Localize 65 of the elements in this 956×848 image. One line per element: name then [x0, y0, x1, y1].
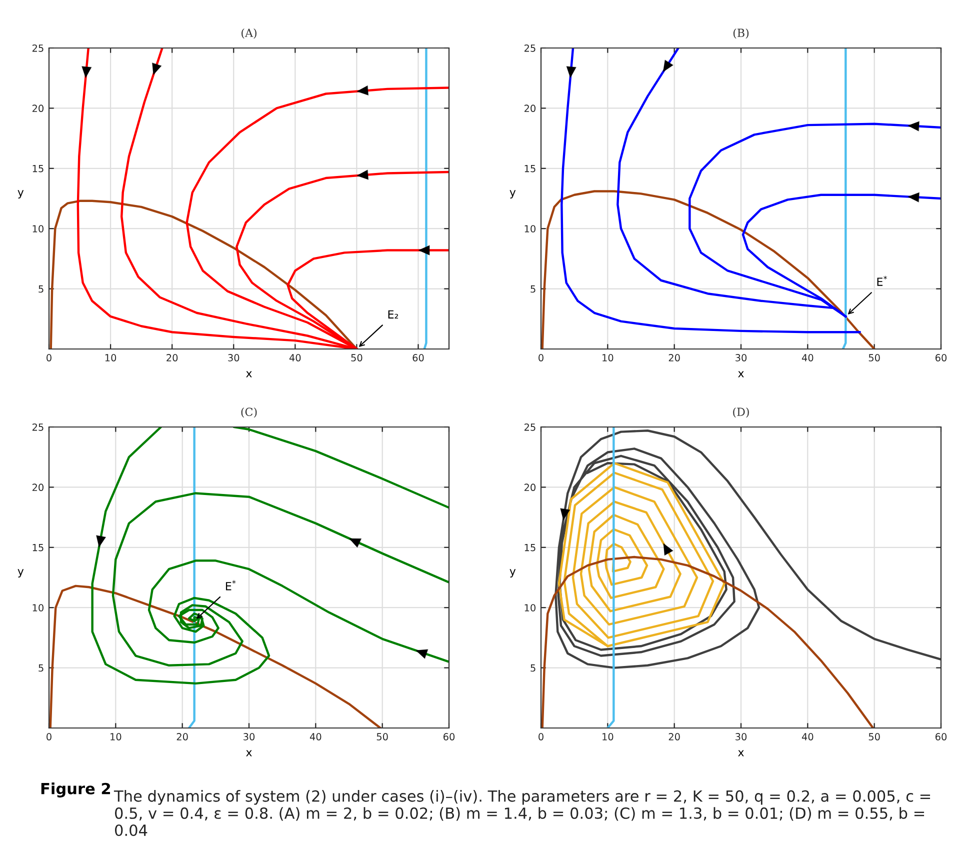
y-axis-title: y: [510, 190, 516, 198]
x-tick-label: 30: [736, 354, 747, 362]
x-axis-title: x: [246, 371, 252, 378]
x-tick-label: 10: [110, 733, 122, 740]
y-tick-label: 25: [32, 423, 44, 431]
y-tick-label: 15: [524, 165, 536, 172]
y-tick-label: 20: [32, 484, 44, 492]
x-tick-label: 60: [935, 733, 947, 740]
x-tick-label: 20: [668, 733, 680, 740]
chart-title: (B): [733, 28, 749, 39]
y-tick-label: 10: [32, 225, 44, 232]
x-tick-label: 30: [244, 733, 255, 740]
y-axis-title: y: [18, 190, 24, 198]
y-axis-title: y: [510, 569, 516, 578]
x-axis-title: x: [738, 371, 744, 378]
x-tick-label: 0: [46, 354, 52, 362]
y-tick-label: 10: [32, 604, 44, 612]
y-tick-label: 25: [32, 44, 44, 52]
x-tick-label: 30: [736, 733, 747, 740]
y-axis-title: y: [18, 569, 24, 578]
x-tick-label: 0: [538, 354, 544, 362]
y-tick-label: 20: [524, 484, 536, 492]
y-tick-label: 5: [38, 664, 44, 672]
y-tick-label: 5: [38, 285, 44, 293]
x-tick-label: 20: [166, 354, 178, 362]
chart-title: (A): [242, 28, 256, 39]
y-tick-label: 5: [530, 285, 536, 293]
y-tick-label: 15: [32, 544, 44, 552]
x-tick-label: 30: [228, 354, 240, 362]
x-tick-label: 0: [538, 733, 544, 740]
x-tick-label: 50: [868, 354, 880, 362]
x-axis-title: x: [246, 750, 252, 756]
x-tick-label: 60: [412, 354, 424, 362]
x-tick-label: 10: [602, 733, 614, 740]
x-tick-label: 20: [668, 354, 680, 362]
x-tick-label: 50: [868, 733, 880, 740]
x-tick-label: 50: [351, 354, 362, 362]
x-tick-label: 40: [802, 733, 814, 740]
text: The dynamics of system (2) under cases (i)–(iv). The parameters are r = 2, K = 50, q = 0.2, a = 0.005, c = 0.5, v = 0.4, ε = 0.8. (A) m = 2, b = 0.02; (B) m = 1.4, b = 0.03; (C) m = 1.3, b = 0.01; (D) m = 0.55, b = 0.04: [114, 790, 930, 836]
x-tick-label: 10: [602, 354, 614, 362]
y-tick-label: 20: [524, 104, 536, 112]
x-tick-label: 20: [176, 733, 188, 740]
y-tick-label: 15: [524, 544, 536, 552]
x-tick-label: 50: [376, 733, 388, 740]
caption: Figure 2: [41, 782, 110, 798]
x-tick-label: 0: [46, 733, 52, 740]
y-tick-label: 10: [524, 604, 536, 612]
y-tick-label: 15: [32, 165, 44, 172]
y-tick-label: 10: [524, 225, 536, 232]
x-tick-label: 40: [289, 354, 301, 362]
x-tick-label: 40: [802, 354, 814, 362]
annotation: E₂: [388, 310, 398, 318]
x-axis-title: x: [738, 750, 744, 756]
x-tick-label: 10: [105, 354, 116, 362]
y-tick-label: 25: [524, 423, 536, 431]
y-tick-label: 5: [530, 664, 536, 672]
annotation: E$^{*}$: [877, 276, 888, 286]
y-tick-label: 20: [32, 104, 44, 112]
y-tick-label: 25: [524, 44, 536, 52]
x-tick-label: 40: [310, 733, 322, 740]
chart-title: (D): [733, 407, 749, 418]
x-tick-label: 60: [443, 733, 455, 740]
chart-title: (C): [241, 407, 257, 418]
x-tick-label: 60: [935, 354, 947, 362]
annotation: E$^{*}$: [226, 580, 236, 590]
